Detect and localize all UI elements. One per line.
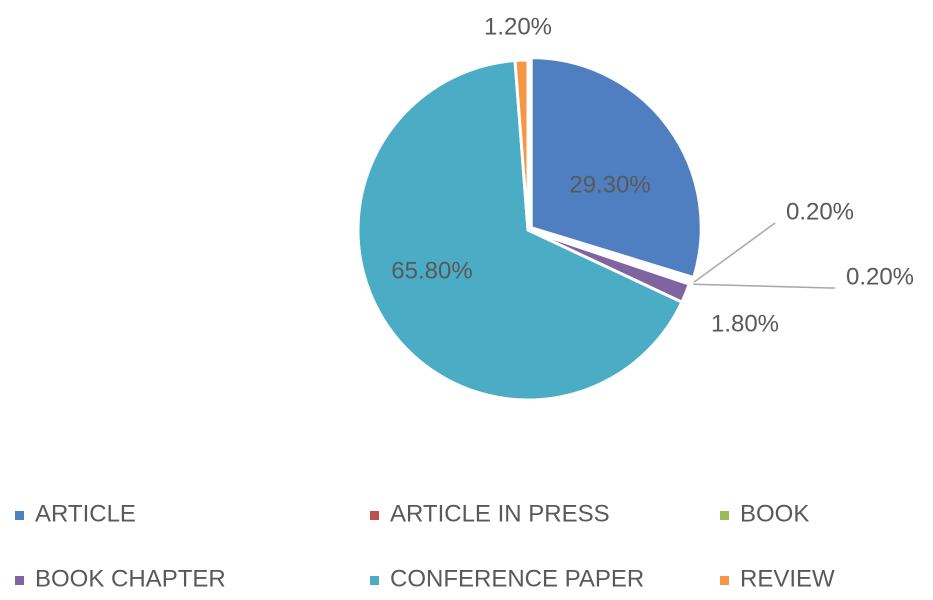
- legend-label: CONFERENCE PAPER: [390, 565, 644, 592]
- pie-slice: [529, 56, 703, 280]
- data-label: 29.30%: [569, 171, 650, 198]
- legend-swatch: [370, 576, 379, 585]
- pie-slice: [356, 58, 684, 402]
- leader-line: [693, 222, 776, 283]
- legend-swatch: [720, 511, 729, 520]
- legend-label: BOOK CHAPTER: [35, 565, 226, 592]
- data-label: 1.20%: [484, 13, 552, 40]
- data-label: 65.80%: [391, 257, 472, 284]
- data-label: 0.20%: [846, 263, 914, 290]
- legend-swatch: [15, 576, 24, 585]
- data-label: 1.80%: [711, 310, 779, 337]
- legend-swatch: [370, 511, 379, 520]
- data-label: 0.20%: [786, 198, 854, 225]
- legend-label: REVIEW: [740, 565, 835, 592]
- legend-swatch: [720, 576, 729, 585]
- legend-label: BOOK: [740, 500, 809, 527]
- legend-swatch: [15, 511, 24, 520]
- leader-line: [693, 283, 835, 289]
- legend-label: ARTICLE: [35, 500, 136, 527]
- pie-slice: [513, 58, 530, 231]
- legend-label: ARTICLE IN PRESS: [390, 500, 610, 527]
